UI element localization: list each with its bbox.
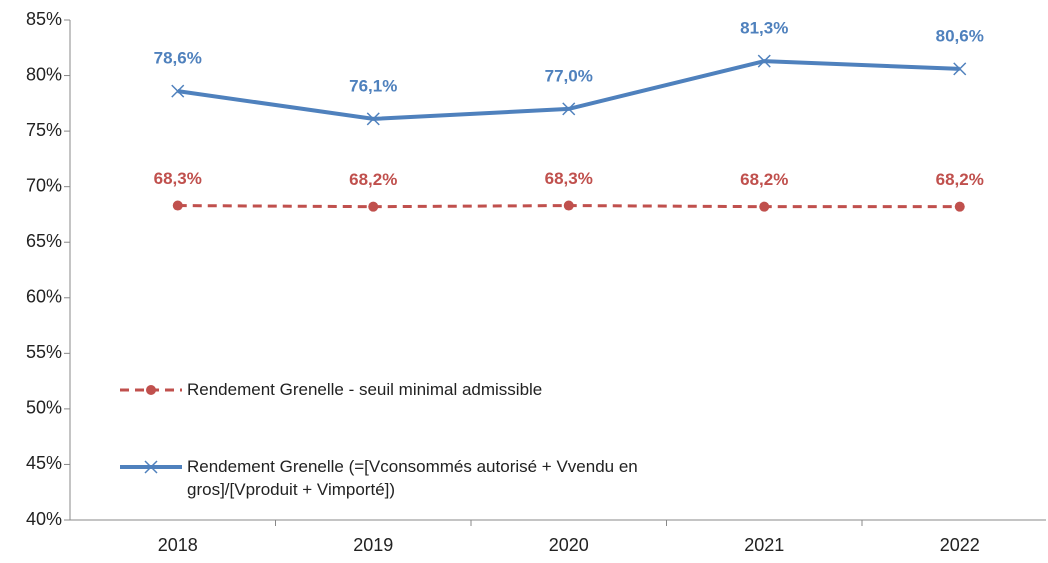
legend-label: Rendement Grenelle - seuil minimal admis…: [187, 380, 543, 399]
y-tick-label: 40%: [26, 509, 62, 529]
legend-marker: [146, 385, 156, 395]
x-tick-label: 2019: [353, 535, 393, 555]
data-label: 78,6%: [154, 49, 202, 68]
y-tick-label: 45%: [26, 453, 62, 473]
legend-marker: [144, 460, 158, 474]
marker: [366, 112, 380, 126]
marker: [953, 62, 967, 76]
y-tick-label: 80%: [26, 64, 62, 84]
marker: [954, 201, 965, 212]
y-tick-label: 75%: [26, 120, 62, 140]
data-label: 68,3%: [154, 169, 202, 188]
data-label: 68,2%: [349, 170, 397, 189]
y-tick-label: 50%: [26, 398, 62, 418]
data-label: 68,3%: [545, 169, 593, 188]
data-label: 77,0%: [545, 66, 593, 85]
marker: [172, 200, 183, 211]
x-tick-label: 2020: [549, 535, 589, 555]
x-tick-label: 2022: [940, 535, 980, 555]
marker: [757, 54, 771, 68]
data-label: 68,2%: [936, 170, 984, 189]
marker: [171, 84, 185, 98]
marker: [563, 200, 574, 211]
data-label: 76,1%: [349, 76, 397, 95]
data-label: 81,3%: [740, 19, 788, 38]
y-tick-label: 85%: [26, 9, 62, 29]
marker: [368, 201, 379, 212]
y-tick-label: 70%: [26, 175, 62, 195]
y-tick-label: 55%: [26, 342, 62, 362]
legend-label: Rendement Grenelle (=[Vconsommés autoris…: [187, 457, 638, 499]
x-tick-label: 2021: [744, 535, 784, 555]
marker: [562, 102, 576, 116]
x-tick-label: 2018: [158, 535, 198, 555]
data-label: 80,6%: [936, 26, 984, 45]
y-tick-label: 65%: [26, 231, 62, 251]
y-tick-label: 60%: [26, 287, 62, 307]
data-label: 68,2%: [740, 170, 788, 189]
marker: [759, 201, 770, 212]
